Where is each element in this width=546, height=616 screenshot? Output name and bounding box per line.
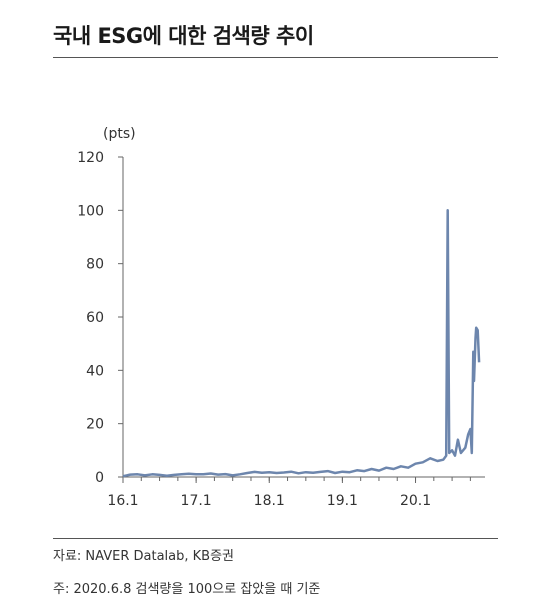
title-divider	[53, 57, 498, 58]
x-tick-label: 16.1	[107, 493, 138, 509]
footnote: 주: 2020.6.8 검색량을 100으로 잡았을 때 기준	[53, 582, 321, 597]
x-axis: 16.1 17.1 18.1 19.1 20.1	[107, 476, 485, 509]
y-tick-label: 100	[77, 203, 104, 219]
y-tick-label: 20	[86, 417, 104, 433]
y-tick-label: 80	[86, 257, 104, 273]
y-axis: 120 100 80 60 40 20 0	[77, 150, 124, 486]
footer-divider	[53, 538, 498, 539]
y-tick-label: 60	[86, 310, 104, 326]
y-tick-label: 0	[95, 470, 104, 486]
y-tick-label: 120	[77, 150, 104, 166]
line-chart: (pts) 120 100 80 60 40 20 0 16.1 17.1 18.1 19.1 20…	[77, 126, 485, 509]
x-tick-label: 20.1	[400, 493, 431, 509]
plot-area	[122, 209, 481, 478]
series-line	[122, 209, 481, 478]
x-tick-label: 18.1	[254, 493, 285, 509]
y-unit-label: (pts)	[103, 126, 136, 142]
x-tick-label: 17.1	[181, 493, 212, 509]
chart-title: 국내 ESG에 대한 검색량 추이	[53, 24, 314, 48]
x-tick-label: 19.1	[327, 493, 358, 509]
source-note: 자료: NAVER Datalab, KB증권	[53, 549, 234, 564]
y-tick-label: 40	[86, 363, 104, 379]
